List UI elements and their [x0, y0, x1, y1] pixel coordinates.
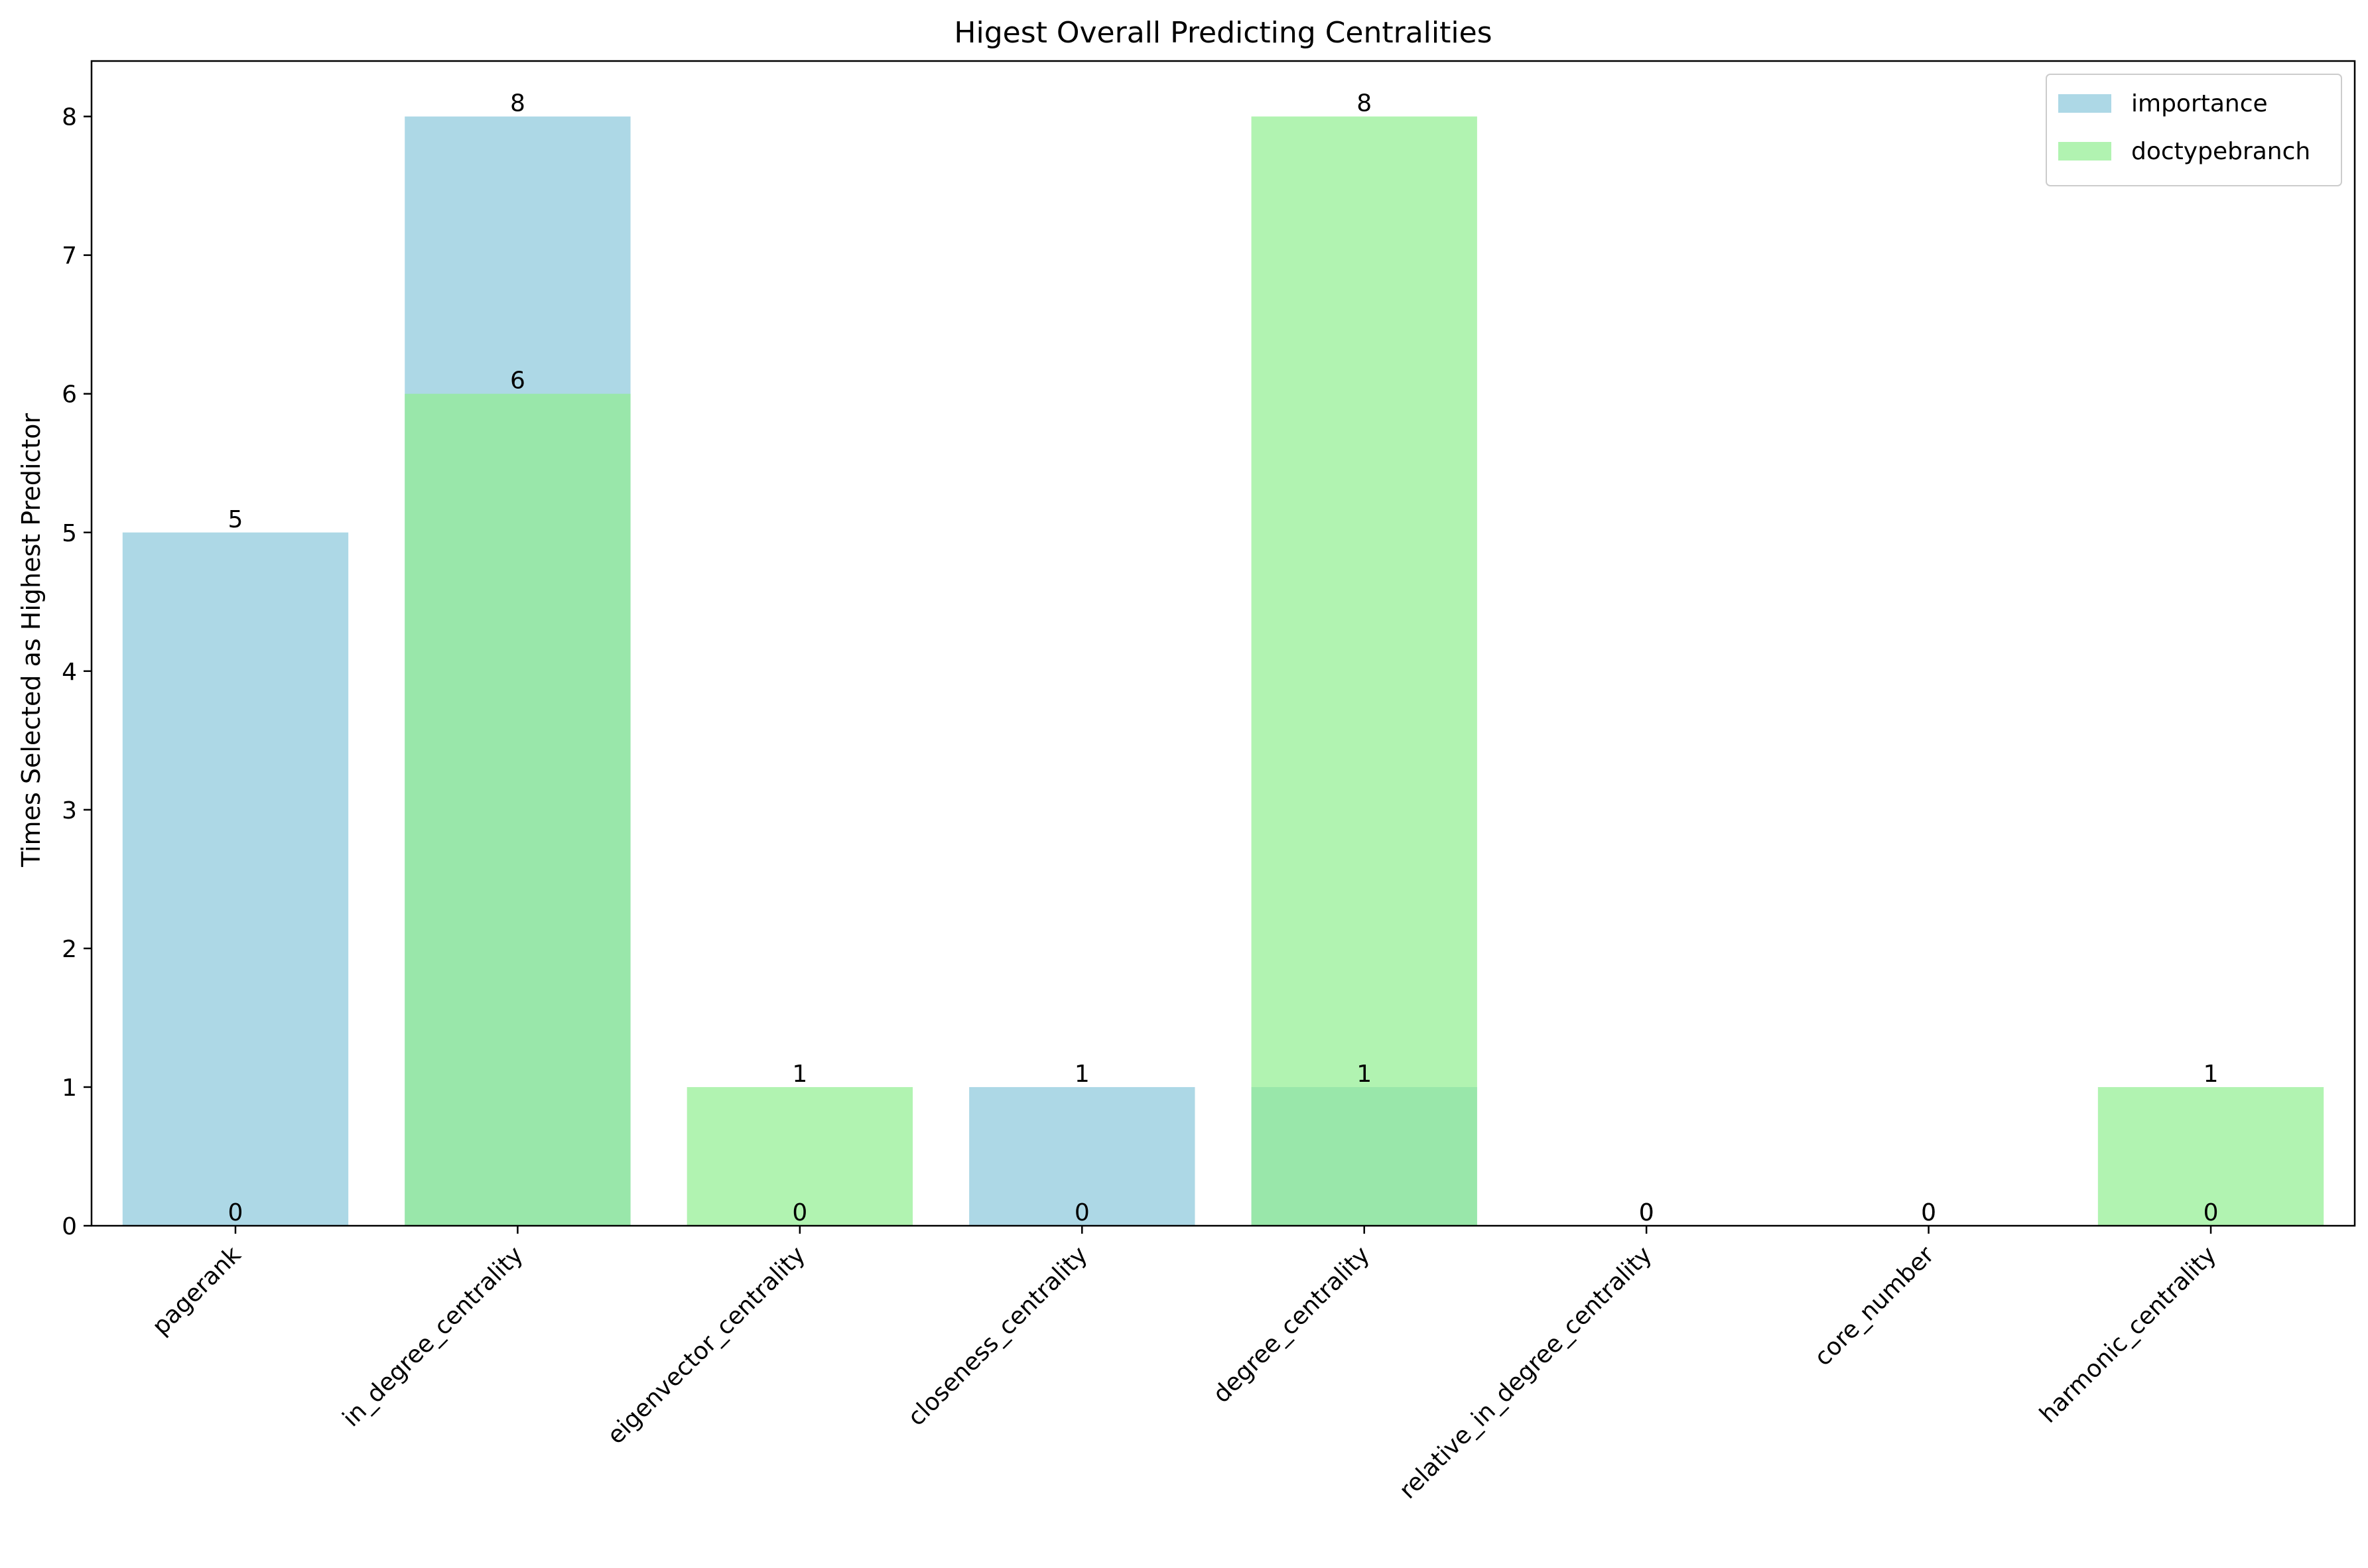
legend-swatch-doctypebranch	[2058, 142, 2111, 161]
bar-doctypebranch-harmonic-centrality	[2097, 1086, 2324, 1226]
bar-doctypebranch-in-degree-centrality	[405, 393, 631, 1226]
data-label-importance-in-degree-centrality: 8	[510, 90, 525, 117]
y-tick-label-7: 7	[62, 243, 77, 270]
legend-label-importance: importance	[2131, 90, 2268, 117]
data-label-importance-closeness-centrality: 1	[1075, 1061, 1090, 1088]
data-label-importance-harmonic-centrality: 0	[2204, 1199, 2219, 1226]
data-label-importance-eigenvector-centrality: 0	[792, 1199, 807, 1226]
y-tick-label-0: 0	[62, 1213, 77, 1240]
data-label-doctypebranch-closeness-centrality: 0	[1075, 1199, 1090, 1226]
data-label-doctypebranch-core-number: 0	[1921, 1199, 1936, 1226]
legend: importance doctypebranch	[2046, 74, 2342, 186]
data-label-importance-pagerank: 5	[228, 506, 243, 533]
y-tick-label-1: 1	[62, 1075, 77, 1102]
y-tick-label-6: 6	[62, 381, 77, 409]
data-label-importance-relative-in-degree-centrality: 0	[1639, 1199, 1654, 1226]
data-label-doctypebranch-eigenvector-centrality: 1	[792, 1061, 807, 1088]
data-label-doctypebranch-pagerank: 0	[228, 1199, 243, 1226]
legend-box	[2046, 74, 2342, 186]
plot-frame	[90, 60, 2356, 1227]
data-label-doctypebranch-harmonic-centrality: 1	[2204, 1061, 2219, 1088]
data-label-importance-degree-centrality: 1	[1356, 1061, 1372, 1088]
bar-importance-pagerank	[122, 532, 349, 1226]
data-label-importance-core-number: 0	[1921, 1199, 1936, 1226]
bars-layer	[122, 116, 2324, 1226]
y-tick-label-8: 8	[62, 104, 77, 131]
y-tick-label-5: 5	[62, 520, 77, 547]
legend-label-doctypebranch: doctypebranch	[2131, 138, 2310, 165]
data-label-doctypebranch-degree-centrality: 8	[1356, 90, 1372, 117]
bar-doctypebranch-eigenvector-centrality	[687, 1086, 913, 1226]
data-label-doctypebranch-relative-in-degree-centrality: 0	[1639, 1199, 1654, 1226]
bar-importance-closeness-centrality	[969, 1086, 1195, 1226]
y-axis-label: Times Selected as Highest Predictor	[17, 413, 46, 868]
legend-swatch-importance	[2058, 94, 2111, 113]
y-tick-label-4: 4	[62, 659, 77, 686]
y-tick-label-3: 3	[62, 797, 77, 824]
bar-doctypebranch-degree-centrality	[1251, 116, 1477, 1226]
y-tick-label-2: 2	[62, 936, 77, 963]
chart-title: Higest Overall Predicting Centralities	[954, 16, 1492, 50]
data-label-doctypebranch-in-degree-centrality: 6	[510, 367, 525, 395]
